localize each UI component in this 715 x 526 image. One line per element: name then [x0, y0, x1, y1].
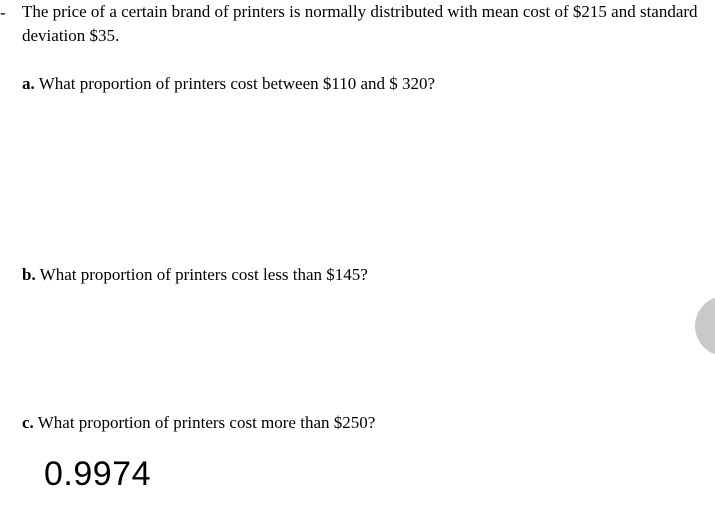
- question-c-label: c.: [22, 413, 34, 432]
- question-a: a. What proportion of printers cost betw…: [22, 72, 712, 96]
- content-area: The price of a certain brand of printers…: [22, 0, 712, 494]
- question-b-text: What proportion of printers cost less th…: [36, 265, 368, 284]
- problem-intro: The price of a certain brand of printers…: [22, 0, 712, 48]
- question-c-text: What proportion of printers cost more th…: [34, 413, 376, 432]
- question-b-label: b.: [22, 265, 36, 284]
- question-a-label: a.: [22, 74, 35, 93]
- answer-value: 0.9974: [44, 455, 712, 494]
- bullet-dash: -: [0, 3, 6, 23]
- question-c: c. What proportion of printers cost more…: [22, 411, 712, 435]
- question-a-text: What proportion of printers cost between…: [35, 74, 435, 93]
- question-b: b. What proportion of printers cost less…: [22, 263, 712, 287]
